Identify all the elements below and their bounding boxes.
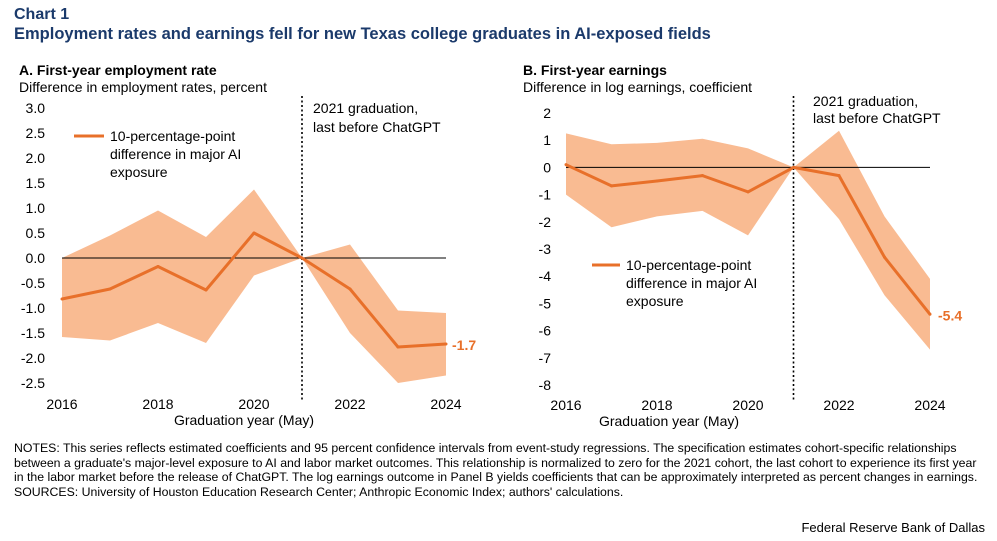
panel-a-data-point [204, 288, 208, 292]
panel-b-x-tick-label: 2016 [550, 397, 581, 413]
panel-b-y-tick-label: -8 [539, 377, 552, 393]
panel-b-y-tick-label: -5 [539, 295, 552, 311]
panel-b-y-tick-label: 0 [543, 159, 551, 175]
panel-a-y-tick-label: -1.5 [21, 325, 45, 341]
panel-b-y-tick-label: 2 [543, 105, 551, 121]
panel-b-confidence-band [566, 130, 930, 350]
panel-a-title: A. First-year employment rate [19, 62, 217, 78]
panel-a-x-tick-label: 2022 [334, 396, 365, 412]
panel-b-legend-label: difference in major AI [626, 275, 757, 291]
panel-a-y-tick-label: 1.5 [26, 175, 46, 191]
sources-label: SOURCES: [14, 484, 79, 499]
panel-a-vline-label: 2021 graduation, [313, 100, 418, 116]
panel-a-x-tick-label: 2018 [142, 396, 173, 412]
panel-a-y-tick-label: -2.5 [21, 375, 45, 391]
panel-a-data-point [396, 345, 400, 349]
panel-a-data-point [156, 265, 160, 268]
panel-b-ylabel: Difference in log earnings, coefficient [523, 79, 753, 95]
panel-b-data-point [792, 165, 795, 169]
panel-b-x-axis-label: Graduation year (May) [599, 413, 739, 429]
panel-b-data-point [883, 255, 886, 259]
panel-b-data-point [655, 179, 659, 183]
panel-a-end-label: -1.7 [452, 337, 476, 353]
panel-b-vline-label: 2021 graduation, [813, 93, 918, 109]
credit: Federal Reserve Bank of Dallas [801, 520, 985, 535]
panel-a-x-tick-label: 2020 [238, 396, 269, 412]
panel-b-x-tick-label: 2018 [641, 397, 672, 413]
panel-a-x-tick-label: 2024 [430, 396, 461, 412]
panel-a-y-tick-label: -0.5 [21, 275, 45, 291]
panel-b-data-point [564, 163, 568, 167]
panel-a-legend-label: difference in major AI [110, 146, 241, 162]
notes-text: This series reflects estimated coefficie… [14, 441, 978, 485]
panel-b-data-point [746, 190, 750, 194]
panel-a-plot: 3.0 2.5 2.0 1.5 1.0 0.5 0.0 -0.5 -1.0 -1.5 -2.0 -2.… [21, 96, 476, 428]
panel-a-y-tick-label: -2.0 [21, 350, 45, 366]
panel-b-title: B. First-year earnings [523, 62, 667, 78]
panel-a-data-point [444, 342, 448, 346]
panel-b-data-point [837, 174, 841, 178]
panel-a-data-point [252, 231, 256, 235]
notes-label: NOTES: [14, 441, 60, 455]
panel-a-y-tick-label: -1.0 [21, 300, 45, 316]
panel-b-end-label: -5.4 [938, 307, 962, 323]
chart-title: Employment rates and earnings fell for n… [14, 25, 711, 43]
panel-b-y-tick-label: -3 [539, 241, 552, 257]
panel-b-y-tick-label: -1 [539, 187, 552, 203]
panel-b-legend-label: exposure [626, 293, 684, 309]
panel-b-x-tick-label: 2024 [914, 397, 945, 413]
panel-a-legend-label: exposure [110, 164, 168, 180]
panel-b-y-tick-label: -6 [539, 323, 552, 339]
panel-b-data-point [701, 174, 704, 178]
panel-b-x-tick-label: 2022 [823, 397, 854, 413]
panel-a-vline-label: last before ChatGPT [313, 119, 441, 135]
panel-a-y-tick-label: 0.5 [26, 225, 46, 241]
panel-b-x-tick-label: 2020 [732, 397, 763, 413]
sources-text: University of Houston Education Research… [81, 484, 624, 499]
panel-a-ylabel: Difference in employment rates, percent [19, 79, 267, 95]
panel-a-data-point [108, 287, 112, 291]
panel-a-x-axis-label: Graduation year (May) [174, 412, 314, 428]
panel-a-y-tick-label: 2.5 [26, 125, 46, 141]
panel-b-y-tick-label: -2 [539, 214, 552, 230]
panel-a-data-point [348, 287, 352, 291]
panel-a-data-point [60, 297, 64, 301]
panel-a-legend-label: 10-percentage-point [110, 128, 235, 144]
panel-b-legend-label: 10-percentage-point [626, 257, 751, 273]
panel-a-x-tick-label: 2016 [46, 396, 77, 412]
panel-b-data-point [610, 184, 613, 188]
panel-a-data-point [300, 256, 304, 260]
panel-b-y-tick-label: -7 [539, 350, 552, 366]
panel-b-plot: 2 1 0 -1 -2 -3 -4 -5 -6 -7 -8 2016 2018 2020 2022 2024 G… [539, 93, 963, 429]
notes-block: NOTES: This series reflects estimated co… [14, 441, 989, 499]
panel-a-confidence-band [62, 189, 446, 383]
panel-b-y-tick-label: 1 [543, 132, 551, 148]
panel-b-y-tick-label: -4 [539, 268, 552, 284]
panel-b-data-point [928, 312, 932, 316]
panel-a-y-tick-label: 1.0 [26, 200, 46, 216]
panel-a-y-tick-label: 3.0 [26, 100, 46, 116]
panel-a-y-tick-label: 0.0 [26, 250, 46, 266]
chart-label: Chart 1 [14, 6, 70, 23]
panel-b-vline-label: last before ChatGPT [813, 110, 941, 126]
panel-a-y-tick-label: 2.0 [26, 150, 46, 166]
